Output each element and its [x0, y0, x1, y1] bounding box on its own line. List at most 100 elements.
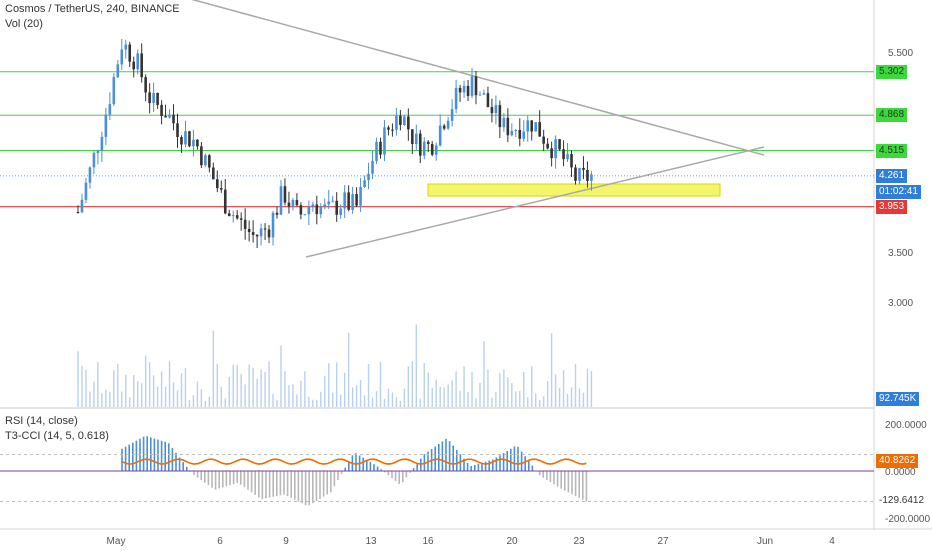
volume-bar — [256, 378, 258, 407]
time-tick-label: 4 — [829, 536, 835, 547]
candle-body — [136, 53, 139, 70]
candle-body — [399, 115, 402, 125]
candle-body — [371, 160, 374, 174]
candle-body — [514, 129, 518, 131]
candle-body — [494, 105, 498, 114]
oscillator-tick-label: 0.0000 — [885, 467, 916, 478]
volume-bar — [296, 394, 298, 407]
candle-body — [212, 167, 215, 180]
volume-bar — [300, 380, 302, 407]
volume-bar — [447, 384, 449, 407]
oscillator-tick-label: 200.0000 — [885, 420, 927, 431]
candle-body — [295, 200, 299, 206]
candle-body — [172, 114, 175, 124]
volume-bar — [188, 400, 191, 407]
candle-body — [311, 204, 315, 208]
candle-body — [263, 228, 267, 230]
volume-bar — [427, 372, 429, 407]
volume-bar — [160, 371, 163, 407]
rsi-legend[interactable]: RSI (14, close) — [5, 415, 78, 427]
volume-bar — [491, 397, 493, 407]
symbol-title[interactable]: Cosmos / TetherUS, 240, BINANCE — [5, 3, 180, 15]
time-tick-label: 23 — [573, 536, 585, 547]
candle-body — [526, 120, 530, 132]
candle-body — [474, 76, 478, 96]
candle-body — [192, 139, 195, 147]
candle-body — [554, 139, 557, 159]
candle-body — [422, 141, 426, 156]
candle-body — [251, 232, 255, 235]
candle-body — [271, 212, 275, 238]
candle-body — [156, 92, 159, 105]
candle-body — [283, 186, 287, 203]
candle-body — [574, 167, 577, 181]
candle-body — [582, 168, 585, 170]
volume-bar — [113, 370, 115, 407]
candle-body — [407, 116, 410, 130]
candle-body — [88, 167, 92, 183]
volume-bar — [316, 399, 318, 407]
candle-body — [426, 141, 430, 144]
volume-bar — [395, 397, 398, 407]
time-tick-label: 13 — [365, 536, 377, 547]
volume-bar — [586, 368, 589, 407]
volume-bar — [200, 389, 203, 407]
candle-body — [188, 131, 191, 147]
time-tick-label: 20 — [506, 536, 518, 547]
volume-bar — [304, 371, 306, 407]
volume-bar — [137, 381, 139, 407]
volume-legend[interactable]: Vol (20) — [5, 18, 43, 30]
volume-bar — [455, 371, 457, 407]
candle-body — [303, 214, 307, 216]
volume-bar — [140, 383, 143, 407]
candle-body — [442, 125, 446, 129]
candle-body — [227, 213, 231, 217]
candle-body — [176, 123, 179, 138]
candle-body — [550, 148, 553, 159]
volume-bar — [515, 391, 517, 407]
candle-body — [586, 169, 589, 181]
volume-bar — [399, 400, 402, 407]
candle-body — [566, 153, 569, 160]
candle-body — [518, 129, 522, 139]
candle-body — [415, 133, 418, 145]
volume-bar — [527, 397, 529, 407]
volume-bar — [264, 372, 266, 407]
volume-bar — [546, 381, 549, 407]
volume-bar — [487, 369, 489, 407]
candle-body — [327, 201, 331, 205]
candle-body — [140, 53, 143, 78]
candle-body — [216, 179, 219, 189]
t3cci-legend[interactable]: T3-CCI (14, 5, 0.618) — [5, 430, 109, 442]
volume-bar — [320, 391, 322, 407]
volume-bar — [133, 375, 135, 407]
volume-bar — [93, 381, 95, 407]
volume-bar — [332, 392, 334, 407]
volume-bar — [379, 361, 382, 407]
candle-body — [144, 77, 147, 93]
candle-body — [132, 61, 136, 70]
volume-bar — [105, 389, 107, 407]
candle-body — [239, 218, 243, 220]
price-tick-label: 3.500 — [888, 248, 913, 259]
price-tag: 92.745K — [876, 392, 920, 406]
volume-bar — [375, 391, 378, 407]
candle-body — [116, 64, 120, 78]
candle-body — [219, 188, 223, 190]
candle-body — [379, 141, 382, 155]
candle-body — [506, 117, 510, 136]
candle-body — [204, 155, 207, 166]
volume-bar — [312, 399, 314, 407]
volume-bar — [511, 383, 513, 407]
volume-bar — [192, 395, 195, 407]
volume-bar — [240, 373, 242, 407]
t3-signal-line — [121, 458, 587, 465]
volume-bar — [371, 397, 374, 407]
candle-body — [196, 139, 199, 147]
volume-bar — [383, 398, 386, 407]
time-tick-label: 9 — [283, 536, 289, 547]
candle-body — [411, 129, 414, 145]
candle-body — [546, 143, 549, 149]
